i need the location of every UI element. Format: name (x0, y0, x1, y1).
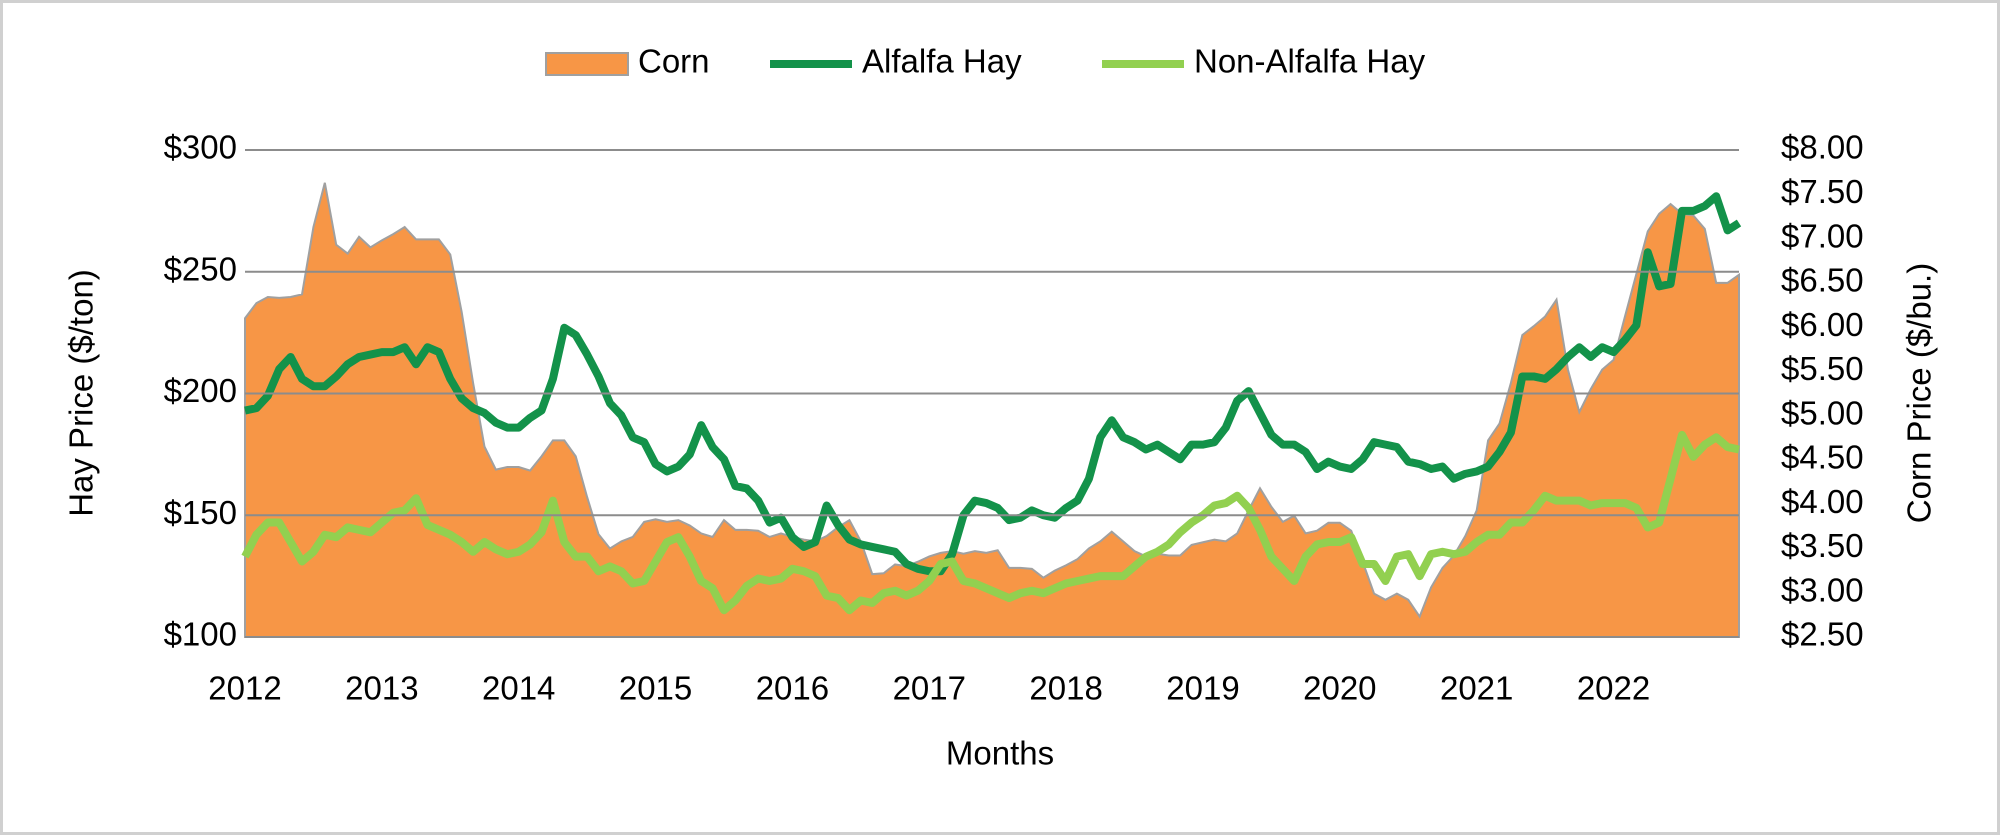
marks (241, 182, 1742, 638)
x-tick-label: 2015 (619, 670, 692, 707)
y2-tick-label: $5.50 (1781, 350, 1864, 387)
area (244, 182, 1740, 638)
y2-tick-label: $6.50 (1781, 262, 1864, 299)
y-tick-label: $300 (164, 129, 237, 166)
legend-label: Non-Alfalfa Hay (1194, 43, 1426, 80)
y2-tick-label: $7.50 (1781, 173, 1864, 210)
y2-tick-label: $2.50 (1781, 616, 1864, 653)
y-tick-label: $150 (164, 494, 237, 531)
x-tick-label: 2013 (345, 670, 418, 707)
legend-label: Alfalfa Hay (862, 43, 1022, 80)
x-tick-label: 2014 (482, 670, 555, 707)
y2-tick-label: $4.50 (1781, 439, 1864, 476)
x-tick-label: 2021 (1440, 670, 1513, 707)
y2-tick-label: $4.00 (1781, 483, 1864, 520)
x-tick-label: 2019 (1166, 670, 1239, 707)
x-tick-label: 2018 (1029, 670, 1102, 707)
y-tick-label: $250 (164, 250, 237, 287)
y2-tick-label: $8.00 (1781, 129, 1864, 166)
x-tick-label: 2012 (208, 670, 281, 707)
x-tick-label: 2016 (756, 670, 829, 707)
x-tick-label: 2017 (893, 670, 966, 707)
y2-axis-label: Corn Price ($/bu.) (1901, 263, 1938, 523)
x-axis-label: Months (946, 735, 1054, 772)
x-tick-label: 2020 (1303, 670, 1376, 707)
x-tick-label: 2022 (1577, 670, 1650, 707)
legend-swatch (545, 52, 629, 76)
y2-tick-label: $3.50 (1781, 527, 1864, 564)
y-tick-label: $200 (164, 372, 237, 409)
y2-tick-label: $5.00 (1781, 394, 1864, 431)
line (241, 430, 1740, 615)
legend-label: Corn (638, 43, 710, 80)
y-tick-label: $100 (164, 616, 237, 653)
y-axis-label: Hay Price ($/ton) (63, 269, 100, 517)
y2-tick-label: $6.00 (1781, 306, 1864, 343)
y2-tick-label: $7.00 (1781, 217, 1864, 254)
y2-tick-label: $3.00 (1781, 571, 1864, 608)
line (244, 192, 1742, 576)
